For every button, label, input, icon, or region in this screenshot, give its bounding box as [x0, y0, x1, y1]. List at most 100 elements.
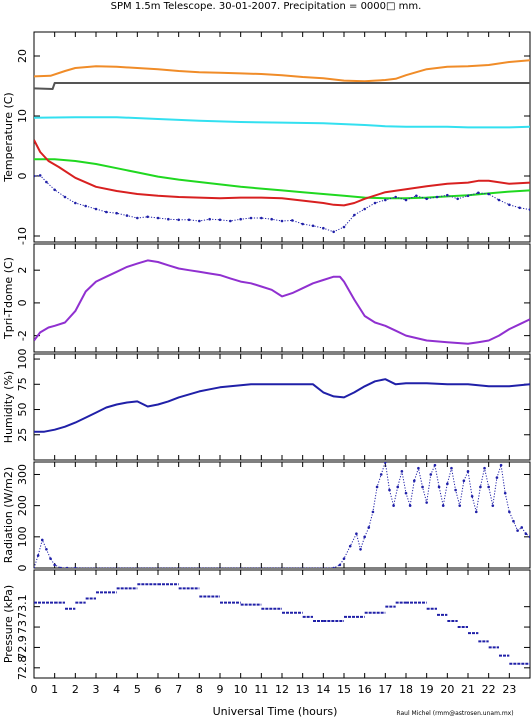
- y-tick-label: 10: [16, 109, 29, 123]
- y-tick-label: -2: [16, 330, 29, 341]
- data-point: [332, 230, 335, 234]
- data-point: [59, 566, 63, 568]
- panel-frame: [33, 461, 531, 569]
- data-point: [425, 197, 428, 201]
- y-tick-label: 100: [16, 526, 29, 547]
- data-point: [177, 218, 180, 222]
- series-dots-5: [34, 174, 530, 234]
- x-tick-label: 3: [93, 683, 100, 696]
- data-point: [359, 547, 362, 551]
- x-tick-label: 14: [316, 683, 330, 696]
- x-tick-label: 16: [358, 683, 372, 696]
- y-tick-label: 75: [16, 377, 29, 391]
- data-point: [63, 195, 67, 199]
- data-point: [446, 482, 449, 486]
- data-point: [379, 473, 383, 476]
- panel-frame: [33, 31, 531, 243]
- data-point: [458, 504, 462, 507]
- data-point: [45, 180, 48, 184]
- x-tick-label: 6: [155, 683, 162, 696]
- data-point: [322, 226, 325, 230]
- data-point: [412, 479, 416, 483]
- data-point: [528, 535, 530, 539]
- data-point: [495, 476, 499, 479]
- data-point: [508, 203, 511, 207]
- data-point: [338, 563, 342, 567]
- data-point: [198, 219, 201, 223]
- series-dots-0: [34, 462, 530, 568]
- data-point: [115, 211, 118, 215]
- data-point: [355, 532, 358, 536]
- data-point: [34, 174, 36, 178]
- y-tick-label: 0: [16, 299, 29, 306]
- data-point: [146, 215, 149, 219]
- data-point: [433, 463, 437, 467]
- y-tick-label: 73: [16, 620, 29, 634]
- data-point: [291, 219, 294, 222]
- data-point: [466, 194, 470, 198]
- data-point: [342, 225, 346, 229]
- x-axis: 0 1 2 3 4 5 6 7 8 9 10 11 12 13 14 15 16 17 18 19 20 21 22 23: [31, 683, 517, 696]
- data-point: [218, 218, 222, 222]
- data-point: [371, 510, 375, 514]
- data-point: [435, 195, 439, 199]
- data-point: [470, 494, 474, 498]
- data-point: [136, 216, 139, 220]
- data-point: [512, 519, 515, 523]
- data-point: [156, 216, 160, 220]
- data-point: [408, 504, 412, 507]
- data-point: [400, 470, 404, 473]
- data-point: [311, 224, 315, 228]
- data-point: [167, 217, 170, 221]
- data-point: [518, 206, 521, 210]
- data-point: [363, 535, 366, 539]
- series-line-1: [34, 82, 530, 90]
- x-tick-label: 20: [440, 683, 454, 696]
- data-point: [342, 557, 346, 560]
- data-point: [415, 194, 418, 198]
- data-point: [516, 529, 519, 532]
- data-point: [53, 563, 56, 567]
- chart-title: SPM 1.5m Telescope. 30-01-2007. Precipit…: [111, 1, 422, 12]
- x-tick-label: 11: [254, 683, 268, 696]
- data-point: [392, 504, 395, 507]
- data-point: [74, 566, 77, 568]
- x-tick-label: 12: [275, 683, 289, 696]
- data-point: [84, 204, 87, 208]
- data-point: [487, 192, 490, 196]
- data-point: [105, 210, 108, 214]
- data-point: [187, 218, 191, 222]
- x-tick-label: 19: [420, 683, 434, 696]
- data-point: [425, 501, 428, 504]
- data-point: [454, 488, 457, 492]
- series-group: [34, 59, 530, 234]
- data-point: [239, 217, 242, 221]
- data-point: [49, 557, 52, 560]
- series-group: [34, 259, 530, 345]
- data-point: [441, 504, 445, 507]
- data-point: [503, 491, 507, 495]
- series-group: [34, 378, 530, 433]
- x-tick-label: 4: [113, 683, 120, 696]
- data-point: [477, 191, 480, 195]
- x-tick-label: 10: [234, 683, 248, 696]
- data-point: [353, 213, 356, 217]
- data-point: [229, 219, 232, 223]
- data-point: [524, 532, 528, 536]
- data-point: [508, 510, 511, 514]
- y-tick-label: 2: [16, 267, 29, 274]
- x-tick-label: 7: [175, 683, 182, 696]
- data-point: [437, 485, 441, 489]
- data-point: [34, 566, 36, 568]
- series-group: [34, 583, 530, 665]
- y-tick-label: 20: [16, 49, 29, 63]
- data-point: [375, 485, 379, 489]
- x-tick-label: 2: [72, 683, 79, 696]
- x-tick-label: 0: [31, 683, 38, 696]
- data-point: [384, 462, 387, 464]
- y-tick-label: 0: [16, 565, 29, 572]
